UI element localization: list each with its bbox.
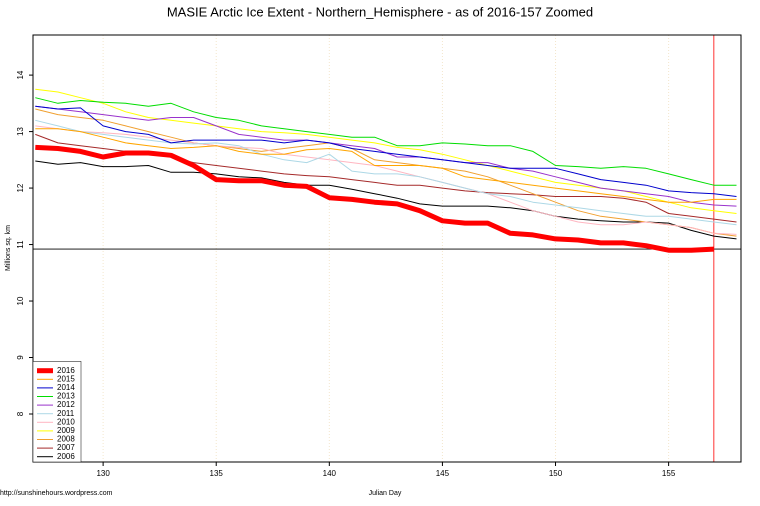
- series-line: [35, 125, 737, 235]
- y-tick-label: 14: [16, 70, 25, 79]
- x-axis-title: Julian Day: [369, 490, 402, 497]
- series-line: [35, 160, 737, 240]
- y-tick-label: 11: [16, 240, 25, 249]
- chart-title: MASIE Arctic Ice Extent - Northern_Hemis…: [167, 4, 593, 19]
- legend-label: 2007: [57, 443, 75, 452]
- x-tick-label: 135: [210, 469, 224, 478]
- x-tick-label: 150: [549, 469, 563, 478]
- x-tick-label: 145: [436, 469, 450, 478]
- x-tick-label: 130: [96, 469, 110, 478]
- legend-label: 2015: [57, 374, 75, 383]
- y-tick-label: 13: [16, 127, 25, 136]
- legend-label: 2009: [57, 426, 75, 435]
- series-line: [35, 133, 737, 223]
- series-line: [35, 105, 737, 207]
- legend-label: 2006: [57, 452, 75, 461]
- x-tick-label: 140: [323, 469, 337, 478]
- x-tick-label: 155: [662, 469, 676, 478]
- y-tick-label: 10: [16, 296, 25, 305]
- legend-label: 2014: [57, 383, 75, 392]
- series-line: [35, 97, 737, 186]
- legend-label: 2010: [57, 417, 75, 426]
- legend-label: 2016: [57, 366, 75, 375]
- legend-label: 2011: [57, 409, 75, 418]
- series-line: [35, 128, 737, 203]
- series-line: [35, 119, 737, 226]
- y-axis-title: Millions sq. km: [5, 225, 12, 271]
- legend-box: [32, 361, 82, 463]
- y-tick-label: 8: [16, 411, 25, 416]
- y-tick-label: 12: [16, 183, 25, 192]
- y-tick-label: 9: [16, 355, 25, 360]
- legend: 2016201520142013201220112010200920082007…: [32, 361, 82, 463]
- series-line: [35, 105, 737, 197]
- legend-label: 2013: [57, 392, 75, 401]
- legend-label: 2008: [57, 435, 75, 444]
- source: http://sunshinehours.wordpress.com: [0, 490, 113, 497]
- legend-label: 2012: [57, 400, 75, 409]
- series-line: [35, 108, 737, 237]
- plot-frame: [32, 34, 742, 463]
- series-line: [35, 144, 715, 253]
